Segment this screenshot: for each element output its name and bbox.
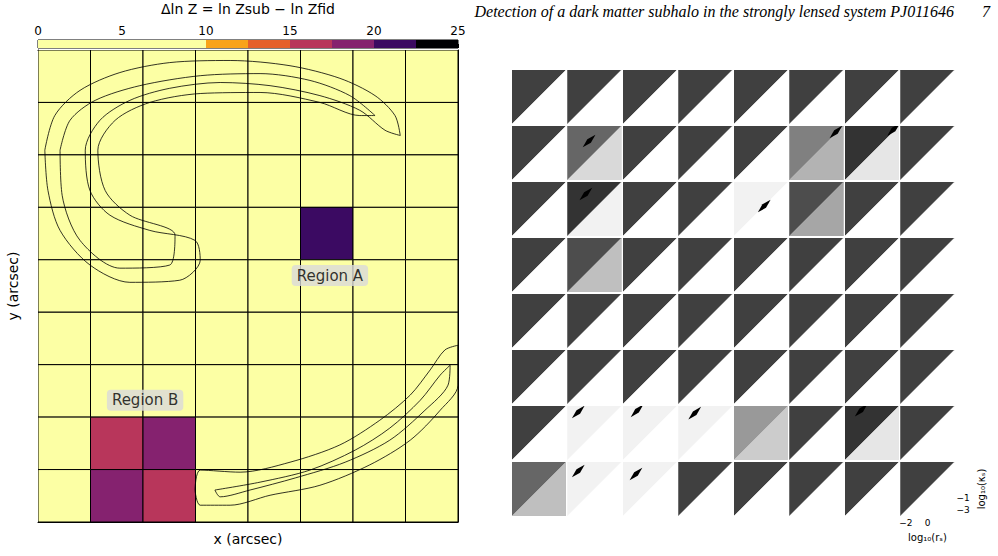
svg-text:Region A: Region A (297, 267, 364, 285)
svg-text:y (arcsec): y (arcsec) (5, 252, 21, 321)
svg-text:log₁₀(rₛ): log₁₀(rₛ) (908, 532, 947, 543)
html-text:Detection of a dark matter sub: Detection of a dark matter subhalo in th… (474, 3, 954, 20)
svg-text:25: 25 (450, 24, 465, 38)
svg-text:−2: −2 (899, 518, 912, 528)
svg-text:−3: −3 (957, 505, 970, 515)
svg-text:15: 15 (282, 24, 297, 38)
svg-text:0: 0 (925, 518, 931, 528)
svg-text:20: 20 (366, 24, 381, 38)
svg-text:Region B: Region B (112, 391, 178, 409)
html-text:7: 7 (982, 3, 990, 20)
svg-text:5: 5 (118, 24, 126, 38)
svg-text:x (arcsec): x (arcsec) (214, 531, 283, 547)
svg-text:Δln Z = ln Zsub − ln Zfid: Δln Z = ln Zsub − ln Zfid (161, 1, 335, 17)
svg-text:0: 0 (34, 24, 42, 38)
svg-text:−1: −1 (957, 493, 970, 503)
svg-text:10: 10 (198, 24, 213, 38)
svg-text:log₁₀(κₛ): log₁₀(κₛ) (976, 469, 987, 510)
